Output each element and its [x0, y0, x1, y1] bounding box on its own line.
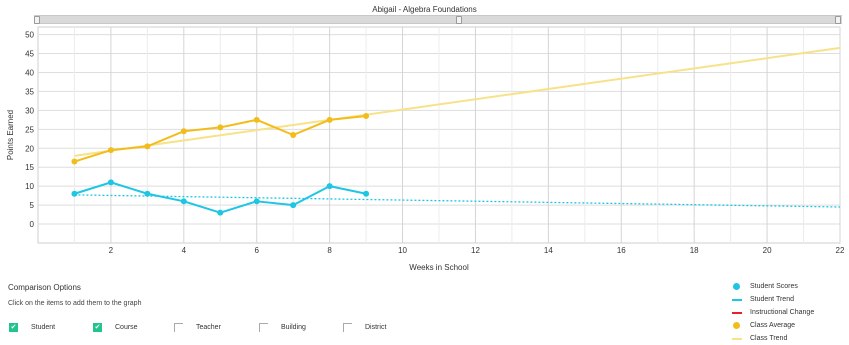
legend-line-icon [732, 298, 742, 301]
x-tick-label: 12 [471, 246, 480, 255]
x-tick-label: 18 [690, 246, 699, 255]
y-tick-label: 5 [30, 201, 35, 210]
data-point-student-scores [217, 209, 224, 216]
check-icon: ✔ [10, 323, 17, 331]
data-point-class-average [71, 158, 78, 165]
option-district-label: District [365, 323, 387, 331]
chart-scrollbar[interactable] [34, 15, 842, 24]
x-tick-label: 14 [544, 246, 553, 255]
data-point-student-scores [144, 190, 151, 197]
scroll-left-handle[interactable] [34, 16, 40, 24]
legend-label: Instructional Change [750, 309, 815, 316]
legend-class-average[interactable]: Class Average [732, 319, 847, 332]
legend-class-trend[interactable]: Class Trend [732, 332, 847, 345]
option-student-label: Student [31, 323, 56, 331]
option-building-label: Building [281, 323, 306, 331]
x-tick-label: 2 [109, 246, 114, 255]
y-tick-label: 15 [25, 163, 34, 172]
x-tick-label: 16 [617, 246, 626, 255]
legend-label: Class Trend [750, 335, 788, 342]
option-student[interactable]: ✔ Student [9, 322, 55, 332]
option-teacher[interactable]: Teacher [174, 322, 221, 332]
data-point-student-scores [326, 183, 333, 190]
y-tick-label: 25 [25, 125, 34, 134]
data-point-class-average [144, 143, 151, 150]
comparison-options-title: Comparison Options [8, 283, 81, 292]
legend-label: Class Average [750, 322, 796, 329]
y-tick-label: 50 [25, 31, 34, 40]
data-point-class-average [290, 132, 297, 138]
legend-student-scores[interactable]: Student Scores [732, 280, 847, 293]
data-point-student-scores [180, 198, 187, 205]
data-point-class-average [253, 116, 260, 123]
scroll-right-handle[interactable] [835, 16, 841, 24]
data-point-student-scores [71, 190, 78, 197]
course-checkbox[interactable]: ✔ [93, 322, 102, 332]
x-tick-label: 4 [182, 246, 187, 255]
data-point-student-scores [107, 179, 114, 186]
legend-student-trend[interactable]: Student Trend [732, 293, 847, 306]
option-course-label: Course [115, 323, 138, 331]
y-tick-label: 20 [25, 144, 34, 153]
legend-label: Student Scores [750, 283, 798, 290]
y-tick-label: 30 [25, 106, 34, 115]
data-point-class-average [107, 147, 114, 154]
scroll-center-handle[interactable] [456, 16, 462, 24]
chart-legend: Student Scores Student Trend Instruction… [732, 280, 847, 345]
data-point-class-average [326, 116, 333, 123]
data-point-student-scores [363, 190, 370, 197]
district-checkbox[interactable] [343, 322, 352, 332]
points-chart: 0 5 10 15 20 25 30 35 40 45 50 2 4 6 8 10 12 14 16 18 20 22 We… [6, 26, 845, 272]
y-tick-label: 40 [25, 68, 34, 77]
legend-instructional-change[interactable]: Instructional Change [732, 306, 847, 319]
x-tick-label: 22 [836, 246, 845, 255]
building-checkbox[interactable] [259, 322, 268, 332]
legend-label: Student Trend [750, 296, 794, 303]
data-point-class-average [217, 124, 224, 131]
chart-title: Abigail - Algebra Foundations [372, 5, 477, 14]
data-point-class-average [180, 128, 187, 135]
legend-line-icon [732, 311, 742, 314]
legend-dot-icon [733, 321, 740, 329]
y-tick-label: 45 [25, 50, 34, 59]
x-axis-title: Weeks in School [409, 263, 469, 272]
legend-line-icon [732, 337, 742, 340]
option-district[interactable]: District [343, 322, 386, 332]
data-point-class-average [363, 113, 370, 120]
option-course[interactable]: ✔ Course [93, 322, 138, 332]
x-tick-label: 10 [398, 246, 407, 255]
y-tick-label: 0 [30, 220, 35, 229]
data-point-student-scores [290, 202, 297, 209]
check-icon: ✔ [94, 323, 101, 331]
y-axis-title: Points Earned [6, 110, 15, 160]
teacher-checkbox[interactable] [174, 322, 183, 332]
data-point-student-scores [253, 198, 260, 205]
series-line-class-trend [74, 46, 841, 157]
y-tick-label: 10 [25, 182, 34, 191]
option-teacher-label: Teacher [196, 323, 221, 331]
x-tick-label: 6 [255, 246, 260, 255]
comparison-options-hint: Click on the items to add them to the gr… [8, 300, 142, 307]
y-tick-label: 35 [25, 87, 34, 96]
x-tick-label: 20 [763, 246, 772, 255]
student-checkbox[interactable]: ✔ [9, 322, 18, 332]
option-building[interactable]: Building [259, 322, 306, 332]
x-tick-label: 8 [327, 246, 332, 255]
legend-dot-icon [733, 282, 740, 290]
